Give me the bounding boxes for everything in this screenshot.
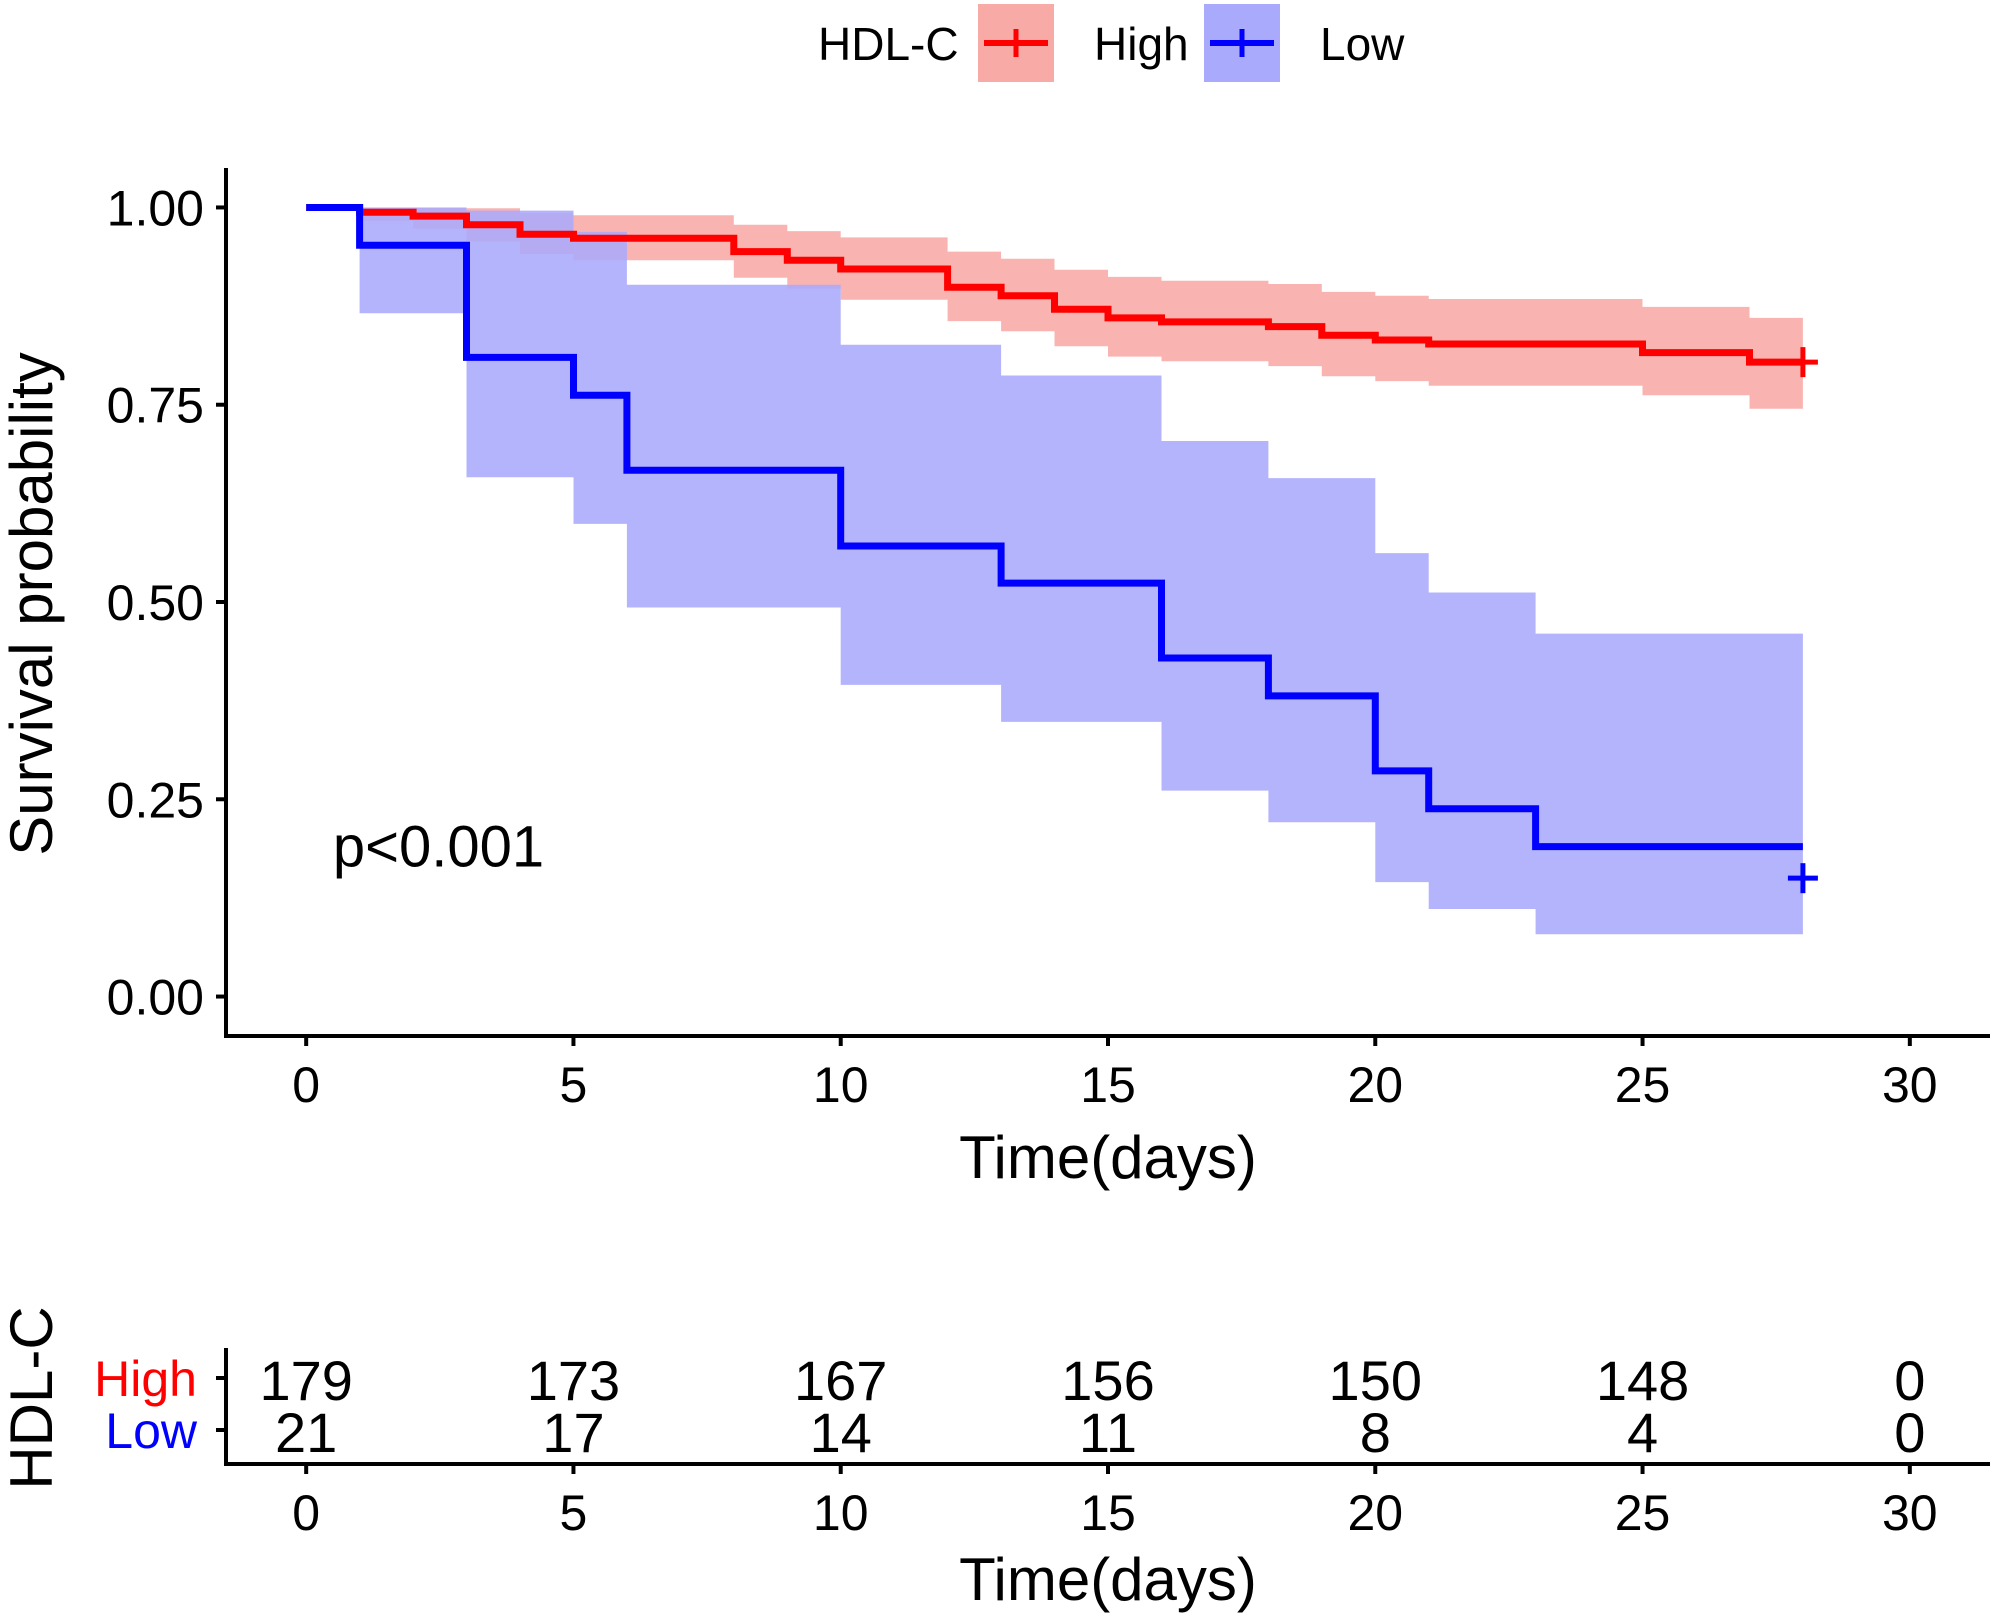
x-tick-label: 20: [1347, 1057, 1403, 1113]
risk-count-high: 179: [259, 1349, 352, 1412]
risk-table-title: HDL-C: [0, 1306, 65, 1489]
survival-plot: 0.00 0.25 0.50 0.75 1.00 0 5 10 15 20 25 30 p<0.001…: [0, 168, 1990, 1191]
x-tick-label: 25: [1615, 1057, 1671, 1113]
y-tick-label: 0.50: [107, 575, 204, 631]
risk-table-cells: 179 173 167 156 150 148 0 21 17 14 11 8 4 0: [259, 1349, 1925, 1464]
x-tick-label: 15: [1080, 1057, 1136, 1113]
risk-count-low: 4: [1627, 1401, 1658, 1464]
legend: HDL-C High Low: [818, 4, 1405, 82]
risk-x-tick-label: 20: [1347, 1485, 1403, 1541]
y-tick-label: 0.00: [107, 970, 204, 1026]
legend-label-low: Low: [1320, 18, 1405, 70]
y-tick-label: 1.00: [107, 180, 204, 236]
risk-count-low: 11: [1079, 1401, 1137, 1464]
censor-mark-low: [1787, 863, 1818, 894]
censor-mark-high: [1787, 347, 1818, 378]
x-axis-title: Time(days): [959, 1124, 1257, 1191]
risk-count-low: 17: [542, 1401, 604, 1464]
p-value-annotation: p<0.001: [333, 815, 544, 880]
x-tick-label: 30: [1882, 1057, 1938, 1113]
censor-marks: [1787, 347, 1818, 894]
risk-count-high: 156: [1061, 1349, 1154, 1412]
risk-x-tick-label: 5: [560, 1485, 588, 1541]
risk-x-tick-label: 10: [813, 1485, 869, 1541]
risk-x-tick-label: 25: [1615, 1485, 1671, 1541]
risk-count-high: 150: [1329, 1349, 1422, 1412]
risk-count-low: 21: [275, 1401, 337, 1464]
legend-label-high: High: [1094, 18, 1189, 70]
x-tick-label: 10: [813, 1057, 869, 1113]
legend-title: HDL-C: [818, 18, 959, 70]
x-tick-label: 0: [292, 1057, 320, 1113]
risk-x-tick-label: 30: [1882, 1485, 1938, 1541]
y-tick-label: 0.75: [107, 378, 204, 434]
risk-count-high: 173: [527, 1349, 620, 1412]
risk-group-label-high: High: [94, 1351, 197, 1407]
survival-curve-high: [306, 204, 1803, 366]
risk-count-low: 0: [1894, 1401, 1925, 1464]
main-ticks: 0.00 0.25 0.50 0.75 1.00 0 5 10 15 20 25 30: [107, 180, 1938, 1113]
risk-count-high: 167: [794, 1349, 887, 1412]
risk-table: HDL-C High Low 179 173 167 156 150 148 021 17 14…: [0, 1306, 1990, 1613]
y-tick-label: 0.25: [107, 772, 204, 828]
risk-count-high: 0: [1894, 1349, 1925, 1412]
survival-curve-low: [306, 204, 1803, 851]
risk-group-label-low: Low: [105, 1403, 198, 1459]
survival-curves: [306, 204, 1803, 851]
risk-x-tick-label: 15: [1080, 1485, 1136, 1541]
risk-table-x-axis-title: Time(days): [959, 1546, 1257, 1613]
ci-band-low: [306, 207, 1803, 935]
risk-count-low: 8: [1360, 1401, 1391, 1464]
risk-count-low: 14: [810, 1401, 872, 1464]
x-tick-label: 5: [560, 1057, 588, 1113]
risk-x-tick-label: 0: [292, 1485, 320, 1541]
risk-table-ticks: 0 5 10 15 20 25 30: [292, 1464, 1938, 1541]
risk-count-high: 148: [1596, 1349, 1689, 1412]
y-axis-title: Survival probability: [0, 352, 65, 856]
